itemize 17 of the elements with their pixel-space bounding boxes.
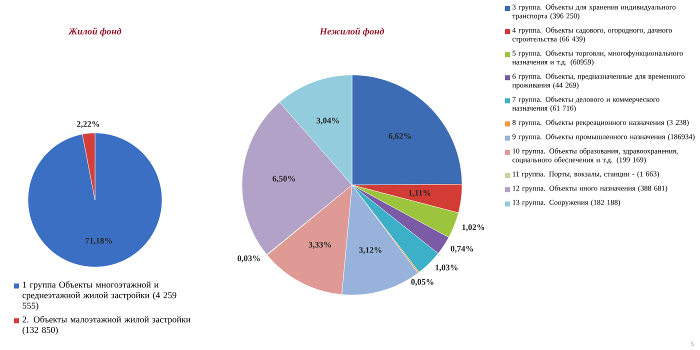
data-label: 6,50%	[272, 176, 295, 183]
data-label: 0,03%	[238, 255, 260, 262]
data-label: 1,02%	[462, 224, 484, 232]
text: Нежилой фонд	[320, 28, 384, 36]
data-label: 0,05%	[411, 279, 434, 286]
data-label: 6,62%	[388, 133, 411, 140]
data-label: 3,33%	[308, 242, 331, 249]
data-label: 2,22%	[76, 121, 100, 128]
chart-title: Жилой фонд	[68, 28, 122, 36]
data-label: 0,74%	[450, 246, 474, 253]
legend-label: 1 группа Объекты многоэтажной и среднеэтажной жилой застройки (4 259 555)	[22, 281, 176, 311]
data-label: 3,12%	[359, 247, 382, 254]
data-label: 1,03%	[436, 264, 458, 272]
data-label: 1,11%	[408, 190, 430, 197]
data-label: 71,18%	[86, 238, 112, 245]
data-label: 3,04%	[316, 118, 339, 125]
legend-label: 2. Объекты малоэтажной жилой застройки (132 850)	[22, 316, 190, 335]
